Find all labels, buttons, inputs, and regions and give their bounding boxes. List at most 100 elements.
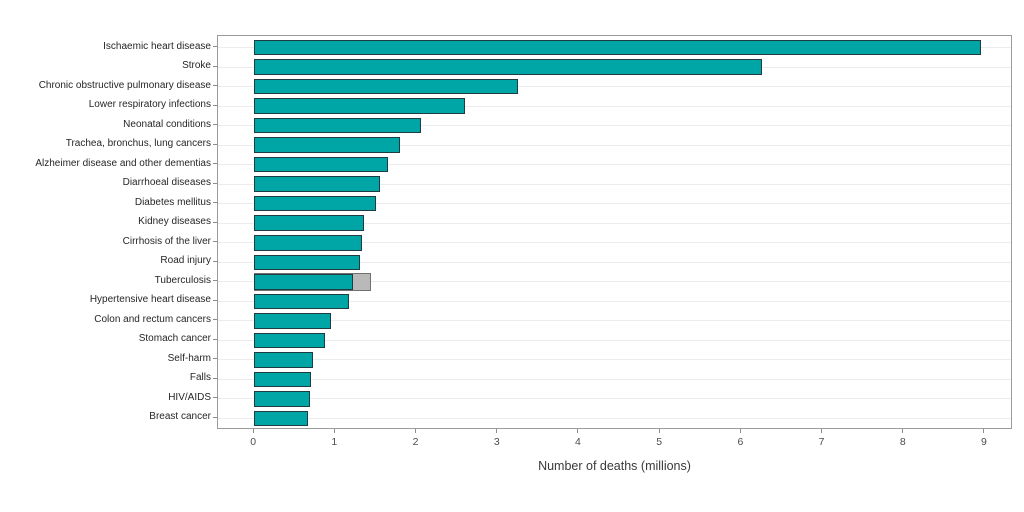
category-label: Hypertensive heart disease — [89, 294, 211, 306]
gridline — [218, 125, 1011, 127]
y-tick-mark — [213, 397, 217, 399]
gridline — [218, 164, 1011, 166]
gridline — [218, 222, 1011, 224]
gridline — [218, 359, 1011, 361]
category-label: Diabetes mellitus — [134, 196, 211, 208]
bar — [254, 313, 332, 329]
gridline — [218, 398, 1011, 400]
y-tick-mark — [213, 46, 217, 48]
gridline — [218, 261, 1011, 263]
bar — [254, 137, 401, 153]
gridline — [218, 86, 1011, 88]
y-tick-mark — [213, 182, 217, 184]
y-tick-mark — [213, 241, 217, 243]
category-label: Falls — [189, 372, 211, 384]
x-tick-mark — [902, 429, 904, 433]
x-tick-label: 3 — [493, 436, 500, 448]
category-label: Road injury — [160, 255, 211, 267]
category-label: Neonatal conditions — [123, 118, 211, 130]
gridline — [218, 281, 1011, 283]
bar — [254, 254, 360, 270]
category-label: Diarrhoeal diseases — [122, 177, 211, 189]
plot-area — [217, 35, 1012, 429]
x-axis-tick-marks — [217, 429, 1012, 433]
gridline — [218, 144, 1011, 146]
category-label: Trachea, bronchus, lung cancers — [65, 138, 211, 150]
bar — [254, 274, 354, 290]
x-tick-mark — [252, 429, 254, 433]
y-axis-category-labels: Ischaemic heart disease Stroke Chronic obs… — [0, 35, 211, 429]
x-tick-mark — [577, 429, 579, 433]
y-tick-mark — [213, 416, 217, 418]
y-tick-mark — [213, 104, 217, 106]
bar — [254, 78, 519, 95]
bar — [254, 176, 380, 192]
y-tick-mark — [213, 163, 217, 165]
gridline — [218, 105, 1011, 107]
x-tick-mark — [333, 429, 335, 433]
x-axis-title: Number of deaths (millions) — [538, 459, 691, 473]
category-label: Stomach cancer — [138, 333, 211, 345]
x-tick-mark — [415, 429, 417, 433]
x-tick-label: 8 — [899, 436, 906, 448]
y-tick-mark — [213, 377, 217, 379]
bar — [254, 410, 308, 427]
y-tick-mark — [213, 260, 217, 262]
category-label: HIV/AIDS — [168, 391, 211, 403]
x-tick-label: 4 — [575, 436, 581, 448]
bar — [254, 391, 311, 407]
y-tick-mark — [213, 299, 217, 301]
gridline — [218, 300, 1011, 302]
x-tick-label: 5 — [656, 436, 663, 448]
gridline — [218, 242, 1011, 244]
bar — [254, 215, 364, 231]
y-tick-mark — [213, 143, 217, 145]
gridline — [218, 417, 1011, 419]
gridline — [218, 183, 1011, 185]
x-tick-mark — [821, 429, 823, 433]
bar — [254, 39, 981, 56]
x-axis-tick-labels: 0 1 2 3 4 5 6 7 8 9 — [217, 436, 1012, 450]
category-label: Self-harm — [167, 352, 211, 364]
bar — [254, 59, 762, 75]
bar — [254, 371, 311, 388]
category-label: Chronic obstructive pulmonary disease — [38, 79, 211, 91]
bar — [254, 293, 350, 310]
y-tick-mark — [213, 358, 217, 360]
gridline — [218, 320, 1011, 322]
x-tick-label: 9 — [981, 436, 987, 448]
category-label: Colon and rectum cancers — [94, 313, 211, 325]
x-tick-label: 7 — [818, 436, 825, 448]
category-label: Stroke — [182, 60, 211, 72]
category-label: Lower respiratory infections — [88, 99, 211, 111]
bar — [254, 195, 376, 212]
x-tick-mark — [983, 429, 985, 433]
gridline — [218, 339, 1011, 341]
x-tick-label: 1 — [331, 436, 338, 448]
category-label: Kidney diseases — [138, 216, 211, 228]
bar — [254, 98, 466, 114]
x-tick-label: 6 — [737, 436, 744, 448]
category-label: Cirrhosis of the liver — [122, 235, 211, 247]
category-label: Alzheimer disease and other dementias — [35, 157, 211, 169]
bar — [254, 332, 325, 349]
y-tick-mark — [213, 221, 217, 223]
category-label: Ischaemic heart disease — [103, 40, 211, 52]
bar — [254, 117, 421, 134]
bar — [254, 156, 389, 173]
y-tick-mark — [213, 65, 217, 67]
x-tick-mark — [658, 429, 660, 433]
y-tick-mark — [213, 202, 217, 204]
category-label: Breast cancer — [149, 411, 211, 423]
bar — [254, 352, 314, 368]
y-tick-mark — [213, 338, 217, 340]
y-tick-mark — [213, 319, 217, 321]
category-label: Tuberculosis — [154, 274, 211, 286]
x-tick-label: 0 — [250, 436, 257, 448]
x-tick-mark — [496, 429, 498, 433]
y-tick-mark — [213, 124, 217, 126]
y-tick-mark — [213, 85, 217, 87]
y-axis-tick-marks — [213, 35, 217, 429]
y-tick-mark — [213, 280, 217, 282]
